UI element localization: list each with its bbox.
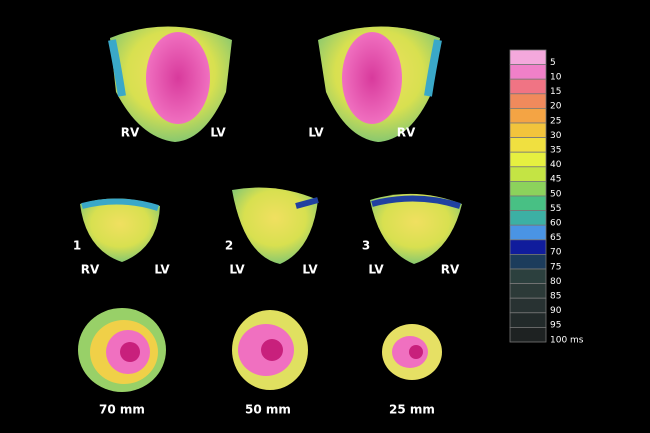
scale-label: 60 bbox=[550, 219, 562, 229]
label: 1 bbox=[73, 239, 81, 253]
label: 70 mm bbox=[99, 403, 145, 417]
scale-label: 20 bbox=[550, 102, 562, 112]
color-swatch bbox=[509, 268, 547, 285]
label: LV bbox=[308, 126, 324, 140]
heart-mid-1 bbox=[80, 198, 160, 262]
color-swatch bbox=[509, 49, 547, 66]
scale-label: 55 bbox=[550, 204, 561, 214]
label: 2 bbox=[225, 239, 233, 253]
color-swatch bbox=[509, 93, 547, 109]
scale-label: 35 bbox=[550, 146, 561, 156]
color-swatch bbox=[509, 64, 547, 80]
scale-label: 65 bbox=[550, 233, 561, 243]
scale-label: 70 bbox=[550, 248, 562, 258]
scale-label: 10 bbox=[550, 73, 562, 83]
scale-label: 95 bbox=[550, 321, 561, 331]
scale-label: 15 bbox=[550, 87, 561, 97]
colorbar: 5 10 15 20 25 30 35 40 45 50 55 60 65 70 75 80 85 90 95 100… bbox=[509, 49, 584, 345]
color-swatch bbox=[509, 137, 547, 153]
color-swatch bbox=[509, 283, 547, 299]
scale-label: 30 bbox=[550, 131, 562, 141]
scale-label: 100 ms bbox=[550, 335, 584, 345]
label: LV bbox=[302, 263, 318, 277]
heart-views bbox=[78, 26, 462, 392]
label: 3 bbox=[362, 239, 370, 253]
view-labels: RV LV LV RV 1 RV LV 2 LV LV 3 LV RV 70 m… bbox=[73, 126, 460, 417]
color-swatch bbox=[509, 108, 547, 124]
heart-core bbox=[146, 32, 210, 124]
label: LV bbox=[154, 263, 170, 277]
scale-label: 5 bbox=[550, 58, 556, 68]
label: 25 mm bbox=[389, 403, 435, 417]
heart-core bbox=[342, 32, 402, 124]
label: RV bbox=[397, 126, 416, 140]
label: LV bbox=[229, 263, 245, 277]
scale-label: 80 bbox=[550, 277, 562, 287]
label: LV bbox=[368, 263, 384, 277]
color-swatch bbox=[509, 210, 547, 226]
label: RV bbox=[81, 263, 100, 277]
color-swatch bbox=[509, 224, 547, 241]
color-swatch bbox=[509, 122, 547, 139]
heart-mid-3 bbox=[370, 193, 462, 264]
color-swatch bbox=[509, 297, 547, 314]
scale-label: 50 bbox=[550, 189, 562, 199]
color-swatch bbox=[509, 166, 547, 182]
scale-label: 40 bbox=[550, 160, 562, 170]
color-swatch bbox=[509, 312, 547, 328]
scale-label: 75 bbox=[550, 262, 561, 272]
scale-label: 45 bbox=[550, 175, 561, 185]
color-swatch bbox=[509, 151, 547, 168]
label: RV bbox=[121, 126, 140, 140]
label: RV bbox=[441, 263, 460, 277]
scale-label: 25 bbox=[550, 116, 561, 126]
scale-label: 90 bbox=[550, 306, 562, 316]
color-swatch bbox=[509, 180, 547, 197]
color-swatch bbox=[509, 78, 547, 95]
color-swatch bbox=[509, 253, 547, 270]
scale-label: 85 bbox=[550, 292, 561, 302]
color-swatch bbox=[509, 239, 547, 255]
label: 50 mm bbox=[245, 403, 291, 417]
color-swatch bbox=[509, 195, 547, 212]
color-swatch bbox=[509, 326, 547, 343]
label: LV bbox=[210, 126, 226, 140]
